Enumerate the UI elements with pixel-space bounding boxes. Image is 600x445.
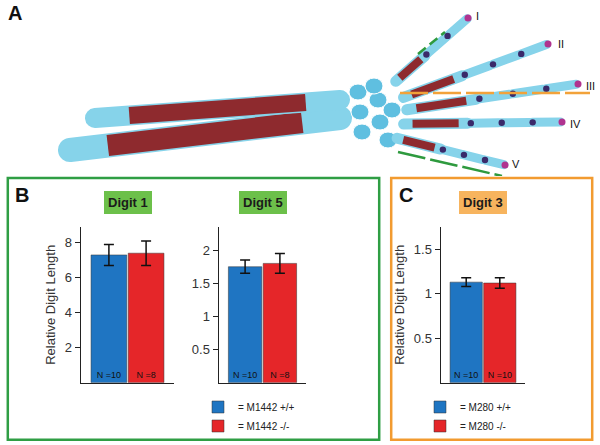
svg-text:4: 4: [65, 305, 72, 320]
svg-text:1.5: 1.5: [192, 276, 210, 291]
svg-text:Relative Digit Length: Relative Digit Length: [392, 245, 407, 365]
svg-text:V: V: [512, 158, 520, 170]
svg-text:= M280 +/+: = M280 +/+: [460, 402, 511, 413]
svg-text:1: 1: [425, 286, 432, 301]
svg-text:C: C: [399, 184, 413, 206]
svg-text:A: A: [8, 2, 22, 24]
svg-text:= M1442 +/+: = M1442 +/+: [238, 402, 295, 413]
svg-text:II: II: [558, 38, 564, 50]
svg-text:I: I: [476, 10, 479, 22]
svg-text:= M1442 -/-: = M1442 -/-: [238, 421, 289, 432]
svg-text:Digit 1: Digit 1: [108, 195, 148, 210]
svg-text:1.5: 1.5: [414, 242, 432, 257]
svg-text:N =10: N =10: [97, 370, 121, 380]
svg-text:0.5: 0.5: [192, 342, 210, 357]
svg-text:N =10: N =10: [454, 370, 478, 380]
svg-text:Digit 5: Digit 5: [243, 195, 283, 210]
svg-text:III: III: [586, 80, 595, 92]
svg-text:8: 8: [65, 235, 72, 250]
svg-text:IV: IV: [570, 118, 581, 130]
svg-text:N =10: N =10: [233, 370, 257, 380]
svg-text:0.5: 0.5: [414, 331, 432, 346]
svg-text:N =8: N =8: [270, 370, 289, 380]
svg-text:2: 2: [65, 340, 72, 355]
svg-text:6: 6: [65, 270, 72, 285]
svg-text:N =8: N =8: [136, 370, 155, 380]
svg-text:= M280 -/-: = M280 -/-: [460, 421, 506, 432]
svg-text:Digit 3: Digit 3: [463, 195, 503, 210]
svg-text:N =10: N =10: [488, 370, 512, 380]
svg-text:B: B: [15, 184, 29, 206]
svg-text:1: 1: [203, 309, 210, 324]
svg-text:2: 2: [203, 243, 210, 258]
svg-text:Relative Digit Length: Relative Digit Length: [43, 245, 58, 365]
